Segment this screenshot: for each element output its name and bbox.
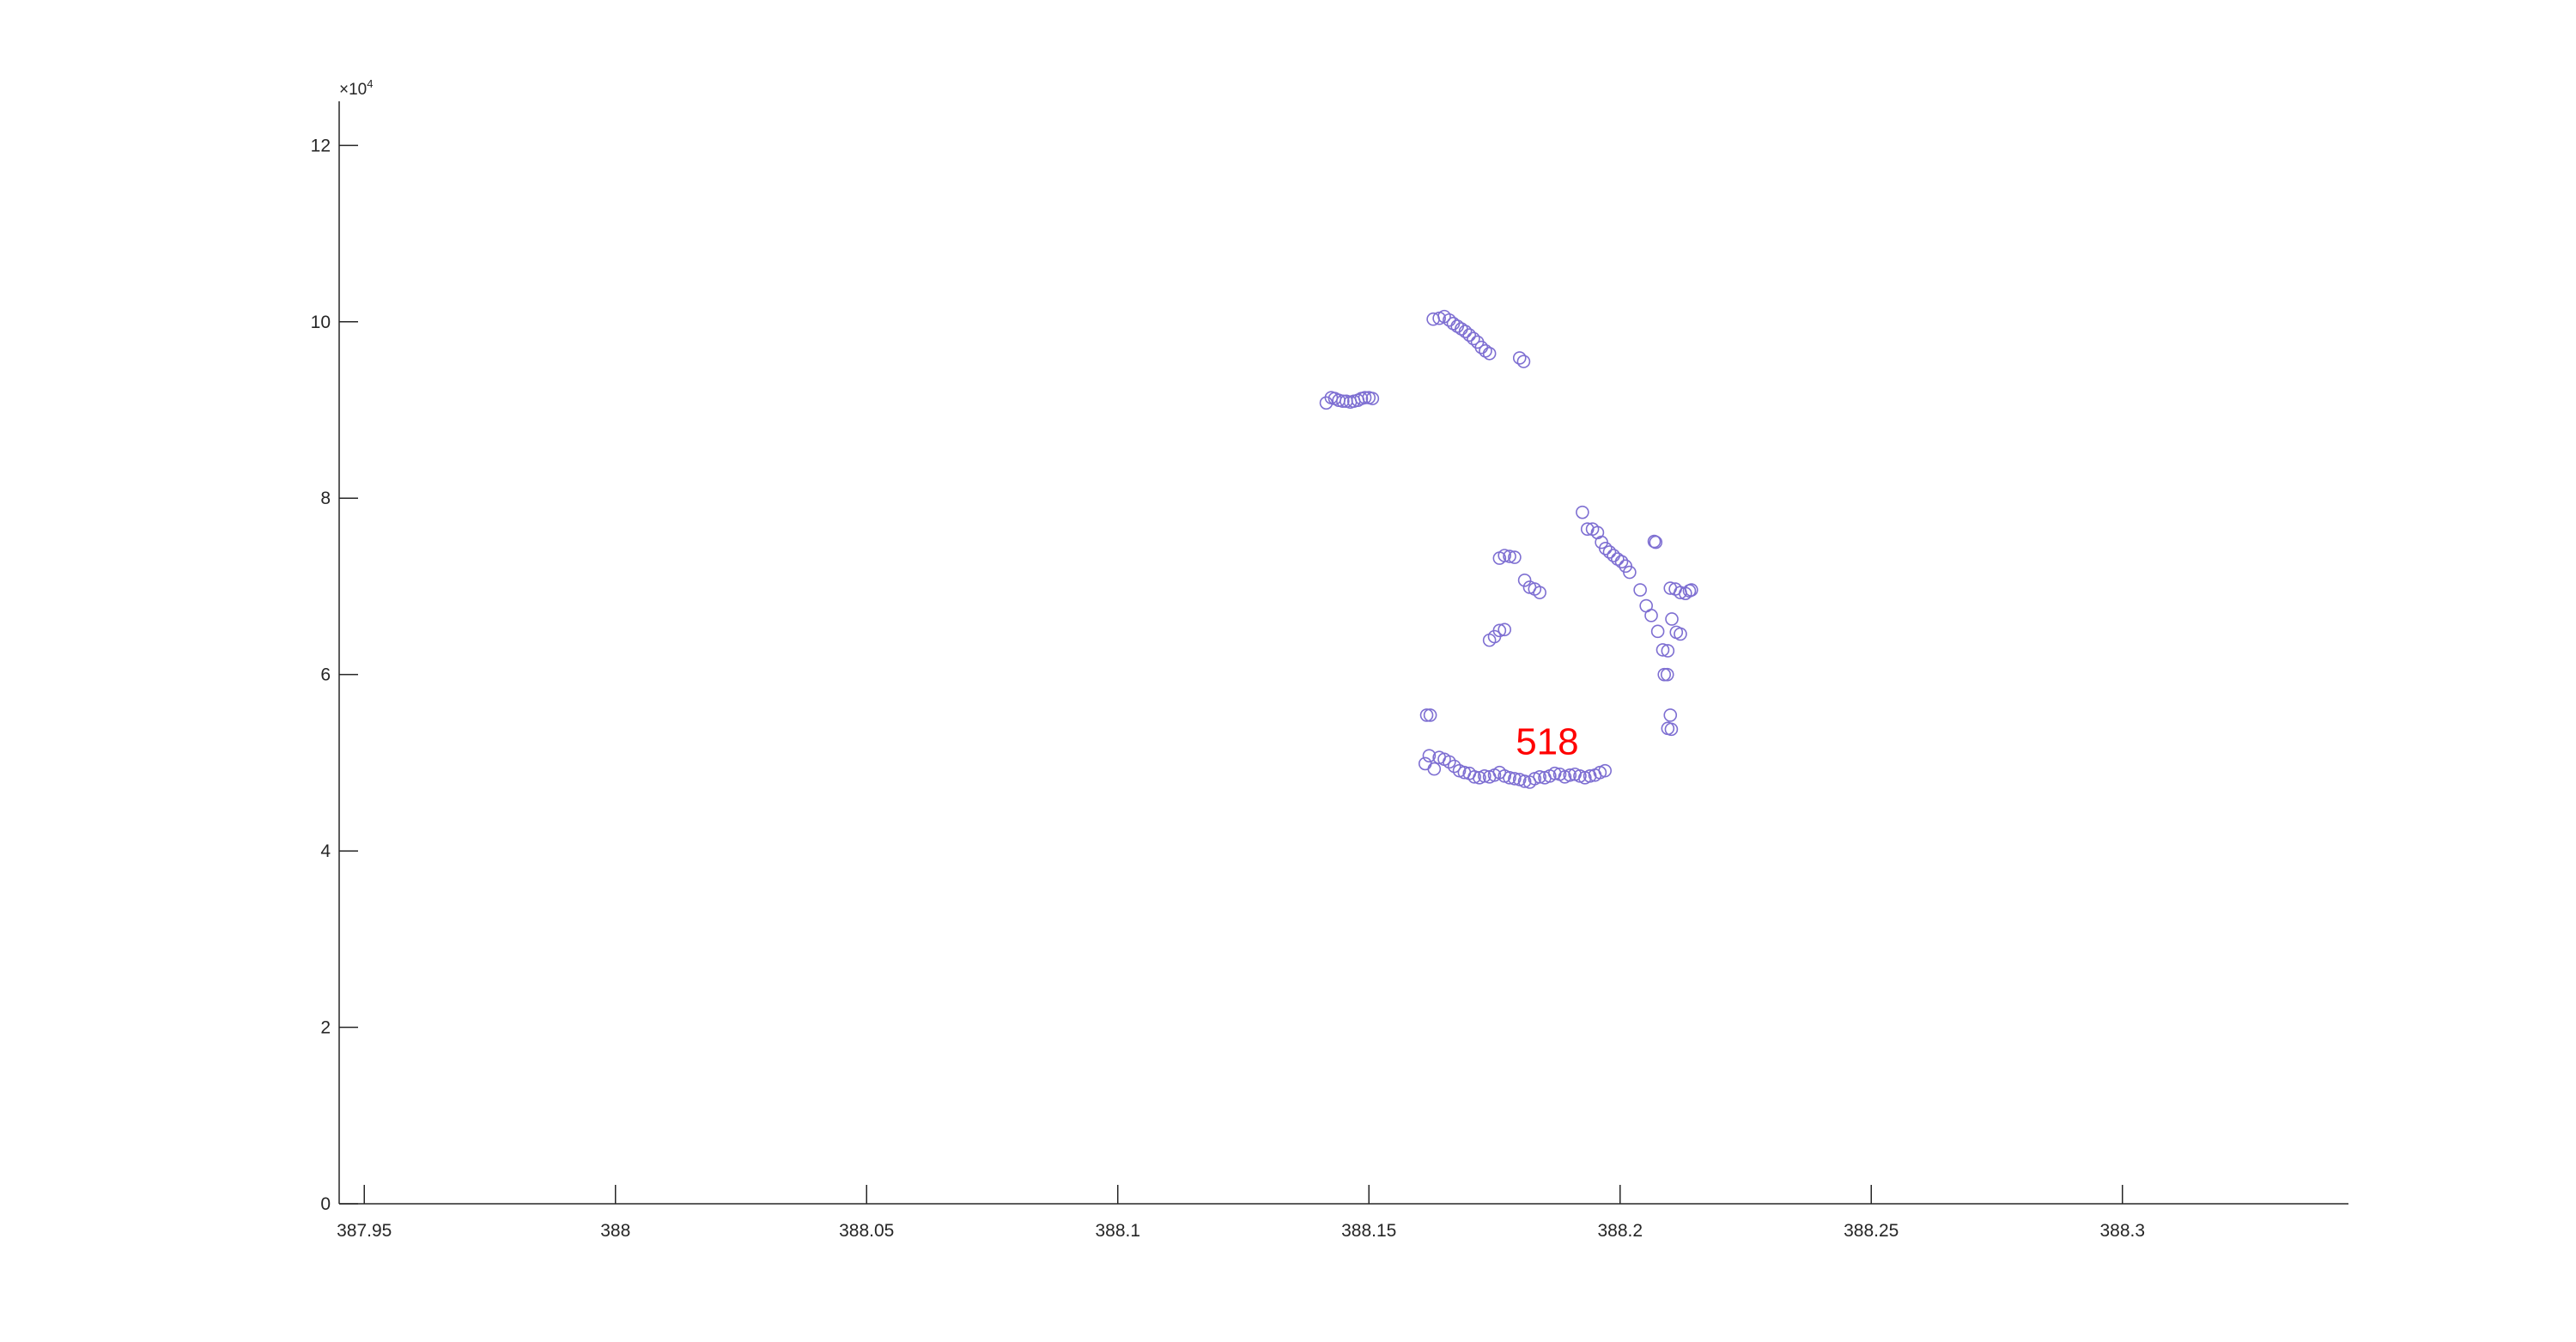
y-tick-label: 10 (311, 313, 331, 332)
data-markers (1319, 309, 1698, 789)
y-exponent-power: 4 (367, 77, 373, 90)
data-point (1661, 644, 1675, 658)
data-point (1533, 770, 1546, 784)
data-point (1443, 755, 1456, 769)
data-point (1656, 643, 1670, 657)
data-point (1516, 355, 1531, 368)
data-point (1508, 772, 1522, 786)
data-point (1467, 770, 1481, 784)
data-point (1482, 346, 1497, 361)
data-point (1663, 708, 1678, 722)
x-tick-label: 387.95 (337, 1221, 392, 1241)
data-point (1563, 768, 1577, 782)
axes (338, 101, 2348, 1205)
x-tick-label: 388.1 (1095, 1221, 1140, 1241)
data-point (1503, 550, 1516, 563)
data-point (1503, 771, 1516, 785)
data-point (1533, 586, 1546, 599)
y-ticks: 0 2 4 6 8 10 12 (311, 136, 358, 1214)
annotation-label: 518 (1516, 721, 1578, 763)
data-point (1644, 609, 1658, 622)
x-tick-label: 388.25 (1844, 1221, 1899, 1241)
data-point (1650, 624, 1665, 639)
y-exponent-label: ×104 (339, 77, 373, 99)
data-point (1478, 769, 1492, 783)
data-point (1517, 573, 1532, 587)
data-point (1358, 391, 1372, 404)
data-point (1664, 722, 1679, 737)
data-point (1462, 328, 1477, 343)
y-tick-label: 2 (320, 1018, 331, 1038)
x-ticks: 387.95 388 388.05 388.1 388.15 388.2 388.25 388… (337, 1185, 2145, 1241)
x-tick-label: 388.15 (1341, 1221, 1396, 1241)
data-point (1665, 612, 1679, 626)
x-tick-label: 388.05 (839, 1221, 894, 1241)
data-point (1576, 505, 1589, 519)
data-point (1458, 325, 1473, 338)
data-point (1685, 583, 1698, 597)
y-tick-label: 12 (311, 136, 331, 155)
data-point (1633, 583, 1647, 597)
data-point (1598, 541, 1613, 556)
data-point (1423, 708, 1437, 722)
x-tick-label: 388 (600, 1221, 630, 1241)
data-point (1508, 550, 1522, 564)
data-point (1512, 351, 1527, 365)
data-point (1517, 774, 1532, 788)
data-point (1611, 552, 1625, 566)
data-point (1614, 555, 1629, 568)
data-point (1649, 535, 1663, 550)
data-point (1674, 627, 1687, 641)
data-point (1602, 545, 1617, 559)
data-point (1657, 667, 1672, 682)
data-point (1660, 667, 1674, 682)
y-tick-label: 6 (320, 665, 331, 685)
data-point (1498, 622, 1511, 637)
data-point (1365, 392, 1380, 405)
data-point (1419, 708, 1434, 722)
y-exponent-base: ×10 (339, 81, 367, 99)
data-point (1422, 749, 1437, 762)
data-point (1447, 759, 1461, 774)
data-point (1498, 549, 1511, 562)
data-point (1623, 565, 1637, 580)
x-tick-label: 388.2 (1597, 1221, 1643, 1241)
y-tick-label: 8 (320, 489, 331, 508)
y-tick-label: 0 (320, 1194, 331, 1214)
x-tick-label: 388.3 (2099, 1221, 2145, 1241)
data-point (1479, 343, 1492, 358)
data-point (1427, 762, 1442, 776)
data-point (1467, 331, 1480, 346)
data-point (1598, 763, 1612, 778)
data-point (1492, 623, 1507, 638)
data-point (1336, 394, 1350, 409)
y-tick-label: 4 (320, 841, 331, 861)
